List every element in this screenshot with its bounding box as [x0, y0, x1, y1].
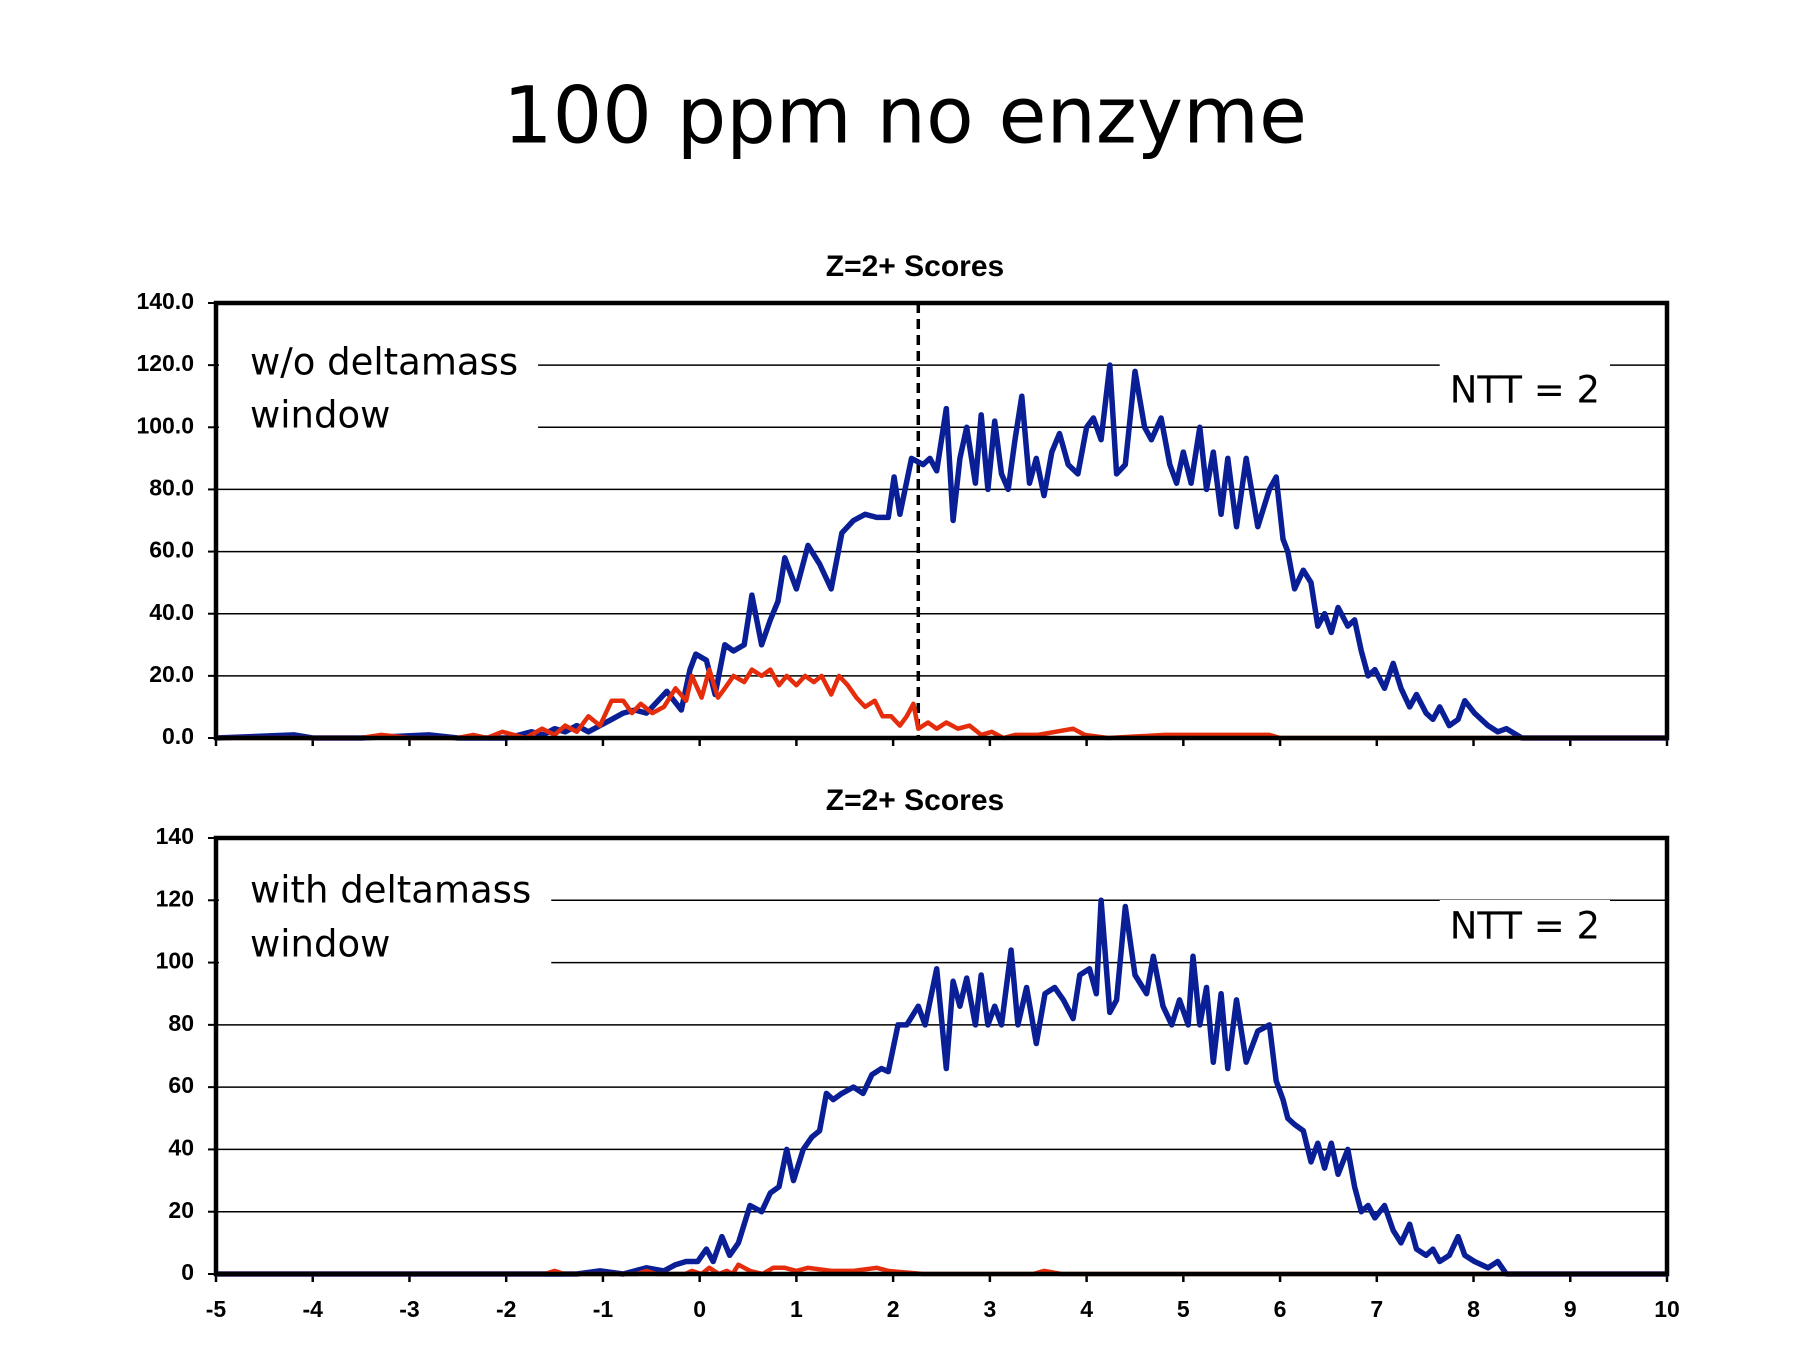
x-tick-label: -1: [593, 1296, 614, 1322]
y-tick-label: 120: [156, 885, 194, 911]
y-tick-label: 60.0: [149, 537, 194, 563]
x-tick-label: 6: [1274, 1296, 1287, 1322]
x-tick-label: -3: [399, 1296, 419, 1322]
x-tick-label: 5: [1177, 1296, 1190, 1322]
annotation-text: w/o deltamass: [250, 341, 518, 384]
chart-title: Z=2+ Scores: [826, 250, 1004, 283]
annotation-bg: [219, 334, 539, 447]
x-tick-label: 2: [887, 1296, 900, 1322]
annotation-text: window: [250, 394, 390, 437]
y-tick-label: 120.0: [136, 350, 194, 376]
annotation-bg: [219, 862, 552, 976]
x-tick-label: 8: [1467, 1296, 1480, 1322]
note-bg: [1439, 900, 1610, 956]
x-tick-label: 0: [693, 1296, 706, 1322]
series-line: [216, 667, 1667, 741]
x-tick-label: 3: [983, 1296, 996, 1322]
annotation-text: window: [250, 923, 390, 966]
annotation: with deltamass window: [219, 862, 552, 976]
annotation-text: with deltamass: [250, 869, 531, 912]
series-line: [216, 1262, 1667, 1277]
y-tick-label: 60: [168, 1072, 194, 1098]
chart-title: Z=2+ Scores: [826, 784, 1004, 817]
x-tick-label: 7: [1370, 1296, 1383, 1322]
series-line: [216, 897, 1667, 1277]
y-tick-label: 100.0: [136, 412, 194, 438]
plot-frame: [213, 300, 1670, 741]
annotation: w/o deltamass window: [219, 334, 539, 447]
note: NTT = 2: [1450, 905, 1600, 948]
y-tick-label: 0.0: [162, 723, 194, 749]
y-tick-label: 40.0: [149, 599, 194, 625]
x-tick-label: 10: [1654, 1296, 1680, 1322]
y-tick-label: 0: [181, 1259, 194, 1285]
y-tick-label: 80.0: [149, 475, 194, 501]
y-tick-label: 140.0: [136, 288, 194, 314]
note-bg: [1439, 364, 1610, 420]
note: NTT = 2: [1450, 369, 1600, 412]
y-tick-label: 20: [168, 1197, 194, 1223]
slide-title: 100 ppm no enzyme: [503, 71, 1307, 161]
y-tick-label: 20.0: [149, 661, 194, 687]
x-tick-label: -2: [496, 1296, 516, 1322]
y-tick-label: 80: [168, 1010, 194, 1036]
x-tick-label: -4: [303, 1296, 324, 1322]
x-tick-label: 9: [1564, 1296, 1577, 1322]
x-tick-label: 1: [790, 1296, 803, 1322]
y-tick-label: 140: [156, 823, 194, 849]
x-tick-label: -5: [206, 1296, 227, 1322]
x-tick-label: 4: [1080, 1296, 1093, 1322]
plot-frame: [213, 835, 1670, 1277]
y-tick-label: 100: [156, 948, 194, 974]
y-tick-label: 40: [168, 1135, 194, 1161]
